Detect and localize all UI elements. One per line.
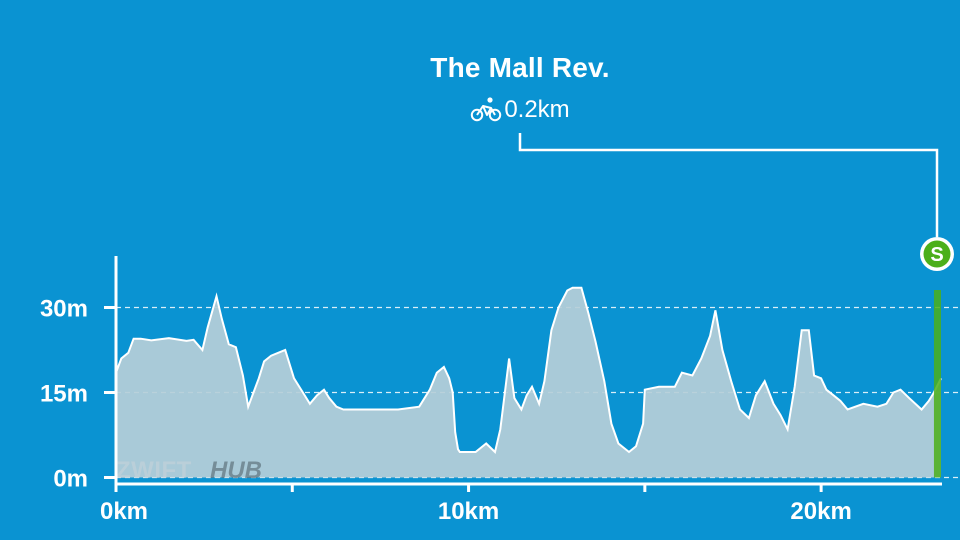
watermark-hub: HUB	[210, 457, 262, 484]
axes	[104, 256, 942, 492]
segment-start-marker-label: S	[930, 244, 943, 266]
marker-leader-line	[518, 133, 939, 237]
y-tick-label-0: 0m	[53, 466, 88, 493]
x-tick-label-0: 0km	[100, 498, 148, 525]
elevation-profile-area	[116, 287, 941, 478]
y-tick-label-30: 30m	[40, 296, 88, 323]
segment-distance: 0.2km	[504, 96, 570, 123]
y-tick-label-15: 15m	[40, 381, 88, 408]
watermark-zwift: ZWIFT	[116, 457, 192, 484]
segment-highlight[interactable]	[933, 290, 941, 478]
bicycle-icon	[471, 97, 502, 122]
watermark: ZWIFT HUB	[116, 457, 262, 484]
x-tick-label-10: 10km	[438, 498, 499, 525]
segment-title: The Mall Rev.	[430, 52, 610, 83]
tick-labels: 0m 15m 30m 0km 10km 20km	[40, 296, 852, 526]
segment-info: 0.2km	[420, 96, 620, 124]
elevation-profile-line	[115, 286, 942, 454]
segment-start-marker-inner	[923, 240, 951, 268]
segment-marker[interactable]: S	[518, 133, 954, 271]
x-tick-label-20: 20km	[790, 498, 851, 525]
